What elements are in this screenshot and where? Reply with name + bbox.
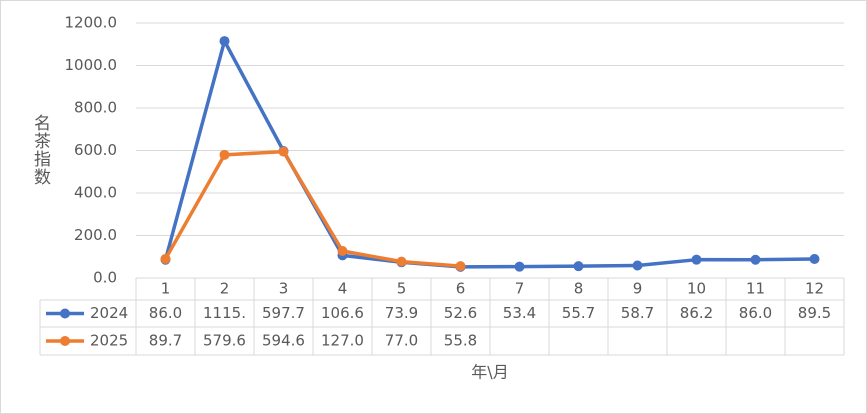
point: [278, 146, 289, 157]
legend-label: 2025: [90, 332, 128, 350]
data-label: 86.0: [739, 304, 772, 322]
legend-label: 2024: [90, 304, 128, 322]
x-tick-label: 5: [397, 280, 407, 298]
data-label: 58.7: [621, 304, 654, 322]
x-tick-label: 3: [279, 280, 289, 298]
point: [750, 254, 761, 265]
data-label: 53.4: [503, 304, 536, 322]
data-label: 89.5: [798, 304, 831, 322]
x-tick-label: 11: [746, 280, 765, 298]
point: [219, 36, 230, 47]
data-label: 86.2: [680, 304, 713, 322]
y-tick-label: 600.0: [74, 141, 117, 159]
point: [160, 253, 171, 264]
point: [337, 246, 348, 257]
data-label: 579.6: [203, 332, 246, 350]
y-tick-label: 0.0: [93, 269, 117, 287]
y-tick-label: 800.0: [74, 99, 117, 117]
point: [632, 260, 643, 271]
x-axis-label: 年\月: [471, 363, 508, 382]
data-label: 89.7: [149, 332, 182, 350]
x-tick-label: 10: [687, 280, 706, 298]
data-label: 127.0: [321, 332, 364, 350]
data-label: 86.0: [149, 304, 182, 322]
point: [455, 261, 466, 272]
data-label: 597.7: [262, 304, 305, 322]
series-line: [163, 149, 461, 268]
data-label: 594.6: [262, 332, 305, 350]
point: [219, 149, 230, 160]
point: [514, 261, 525, 272]
point: [573, 261, 584, 272]
y-tick-label: 1000.0: [65, 56, 118, 74]
x-tick-label: 4: [338, 280, 348, 298]
data-label: 55.8: [444, 332, 477, 350]
data-label: 1115.: [203, 304, 246, 322]
series-line: [163, 39, 815, 269]
data-label: 106.6: [321, 304, 364, 322]
x-tick-label: 1: [161, 280, 171, 298]
data-label: 73.9: [385, 304, 418, 322]
y-tick-label: 400.0: [74, 184, 117, 202]
x-tick-label: 9: [633, 280, 643, 298]
x-tick-label: 6: [456, 280, 466, 298]
x-tick-label: 8: [574, 280, 584, 298]
x-tick-label: 12: [805, 280, 824, 298]
point: [396, 256, 407, 267]
data-label: 55.7: [562, 304, 595, 322]
y-axis-label: 名茶指数: [30, 114, 51, 186]
point: [809, 253, 820, 264]
legend-marker: [60, 308, 70, 319]
x-tick-label: 7: [515, 280, 525, 298]
data-label: 77.0: [385, 332, 418, 350]
y-tick-label: 200.0: [74, 226, 117, 244]
y-tick-label: 1200.0: [65, 14, 118, 32]
x-tick-label: 2: [220, 280, 230, 298]
data-label: 52.6: [444, 304, 477, 322]
point: [691, 254, 702, 265]
legend-marker: [60, 336, 70, 346]
